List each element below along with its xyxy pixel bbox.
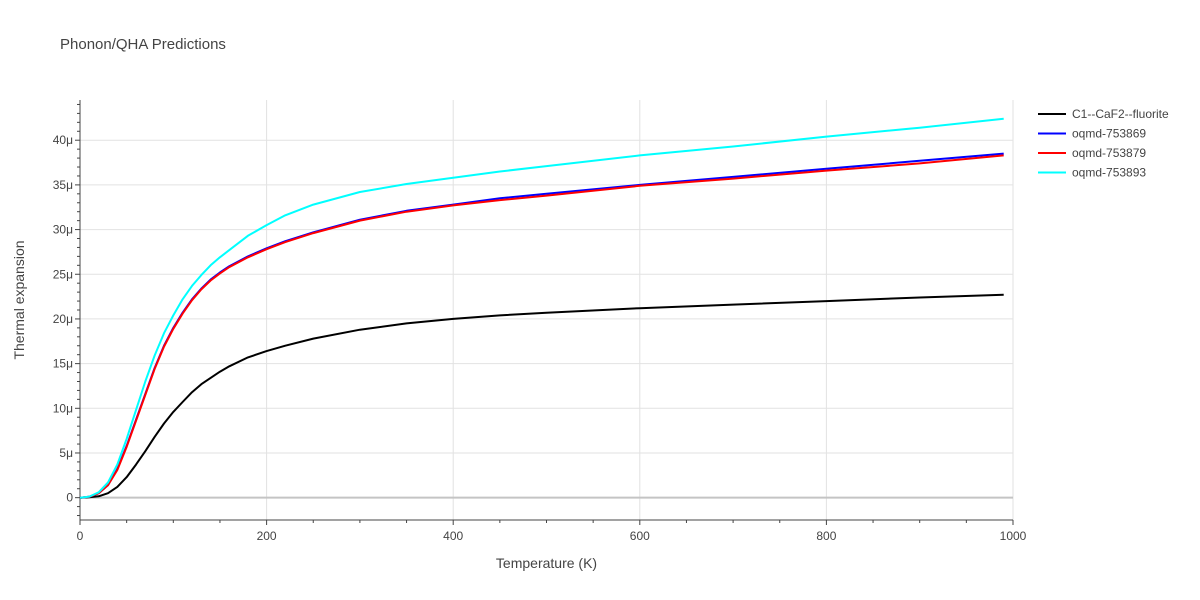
x-tick-label: 400 [443,529,463,543]
y-tick-label: 10μ [53,401,73,415]
grid-layer [80,100,1014,520]
x-axis-title: Temperature (K) [496,555,597,571]
legend-label: C1--CaF2--fluorite [1072,107,1169,121]
legend-label: oqmd-753893 [1072,166,1146,180]
series-line-3[interactable] [79,117,1004,499]
y-tick-label: 0 [66,491,73,505]
legend-item-1[interactable]: oqmd-753869 [1038,127,1146,141]
legend-item-0[interactable]: C1--CaF2--fluorite [1038,107,1169,121]
x-tick-label: 1000 [1000,529,1027,543]
series-line-1[interactable] [79,152,1004,499]
x-tick-label: 800 [816,529,836,543]
series-line-0[interactable] [79,293,1004,499]
y-tick-label: 25μ [53,267,73,281]
y-tick-label: 20μ [53,312,73,326]
x-tick-label: 200 [257,529,277,543]
legend-item-3[interactable]: oqmd-753893 [1038,166,1146,180]
y-tick-label: 30μ [53,223,73,237]
x-tick-label: 600 [630,529,650,543]
legend[interactable]: C1--CaF2--fluorite oqmd-753869 oqmd-753879… [1038,107,1169,180]
x-tick-label: 0 [77,529,84,543]
series-line-2[interactable] [79,154,1004,499]
legend-label: oqmd-753869 [1072,127,1146,141]
y-tick-label: 15μ [53,357,73,371]
legend-item-2[interactable]: oqmd-753879 [1038,146,1146,160]
y-axis-title: Thermal expansion [11,240,27,359]
y-tick-label: 35μ [53,178,73,192]
y-tick-label: 40μ [53,133,73,147]
legend-label: oqmd-753879 [1072,146,1146,160]
series-layer [79,117,1004,499]
y-tick-label: 5μ [59,446,73,460]
chart-title: Phonon/QHA Predictions [60,36,226,53]
axis-layer: 0 200 400 600 800 1000 0 5μ 10μ 15μ 20μ 25μ 30μ 35μ 40… [53,100,1027,543]
